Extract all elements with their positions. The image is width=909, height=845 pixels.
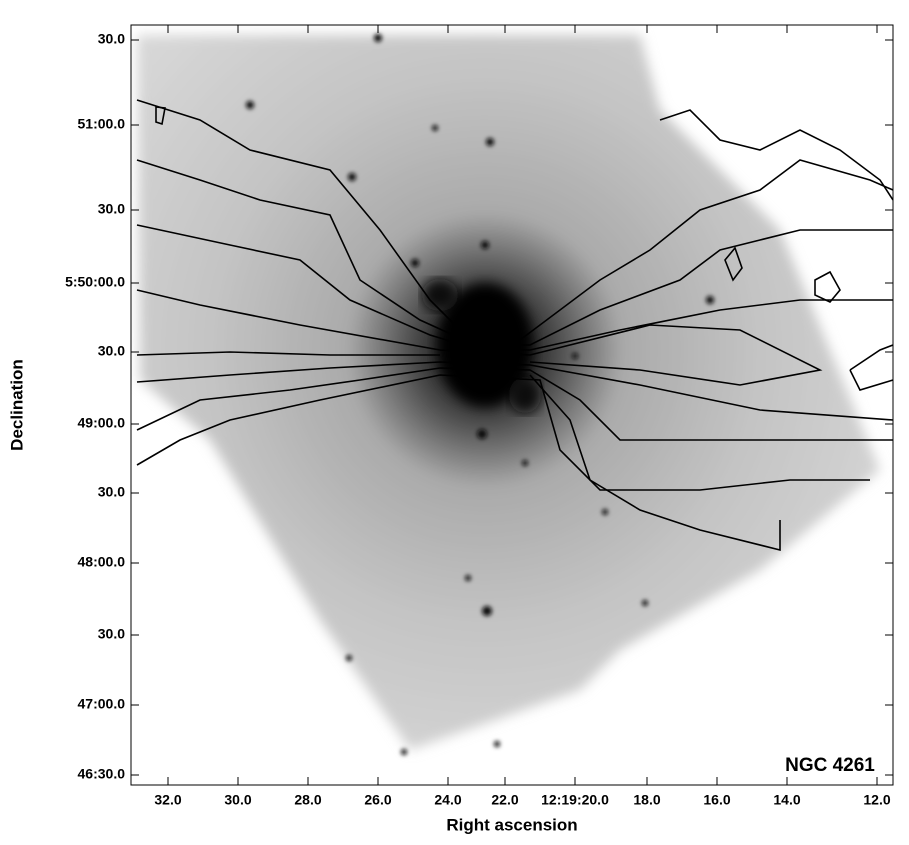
x-tick-label: 24.0 <box>434 792 461 808</box>
x-tick-label: 26.0 <box>364 792 391 808</box>
y-tick-label: 5:50:00.0 <box>65 274 125 290</box>
x-tick-label: 22.0 <box>491 792 518 808</box>
object-label: NGC 4261 <box>785 755 875 776</box>
plot-frame <box>130 24 894 786</box>
contours <box>136 99 894 552</box>
x-tick-label: 14.0 <box>773 792 800 808</box>
x-tick-label: 18.0 <box>633 792 660 808</box>
y-axis-title: Declination <box>7 359 26 451</box>
y-tick-label: 30.0 <box>98 31 125 47</box>
x-tick-label: 30.0 <box>224 792 251 808</box>
y-tick-label: 30.0 <box>98 484 125 500</box>
x-tick-label: 28.0 <box>294 792 321 808</box>
y-tick-label: 30.0 <box>98 201 125 217</box>
x-tick-label: 12:19:20.0 <box>541 792 609 808</box>
y-tick-label: 51:00.0 <box>78 116 126 132</box>
x-tick-label: 16.0 <box>703 792 730 808</box>
y-tick-label: 30.0 <box>98 343 125 359</box>
y-tick-label: 46:30.0 <box>78 766 126 782</box>
y-tick-label: 47:00.0 <box>78 696 126 712</box>
x-tick-label: 32.0 <box>154 792 181 808</box>
x-tick-label: 12.0 <box>863 792 890 808</box>
y-tick-label: 30.0 <box>98 626 125 642</box>
y-tick-label: 49:00.0 <box>78 415 126 431</box>
y-tick-label: 48:00.0 <box>78 554 126 570</box>
x-axis-title: Right ascension <box>446 815 577 834</box>
